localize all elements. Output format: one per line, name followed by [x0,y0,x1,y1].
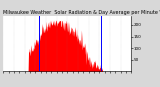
Text: Milwaukee Weather  Solar Radiation & Day Average per Minute W/m2 (Today): Milwaukee Weather Solar Radiation & Day … [3,10,160,15]
